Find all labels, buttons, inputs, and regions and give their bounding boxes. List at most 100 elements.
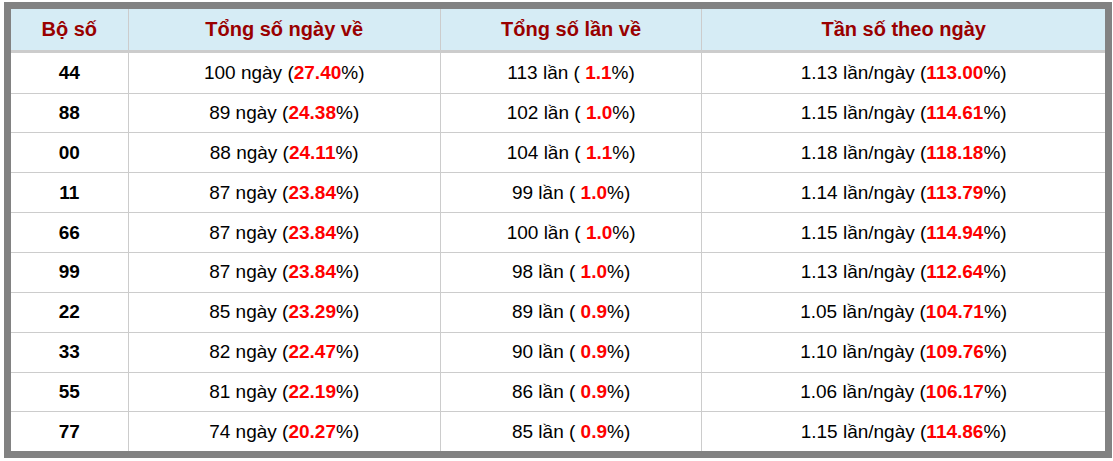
times-text: 86 lần ( bbox=[512, 381, 581, 402]
pair-cell: 11 bbox=[11, 173, 128, 213]
freq-text: 1.15 lần/ngày ( bbox=[801, 222, 927, 243]
freq-cell: 1.13 lần/ngày (112.64%) bbox=[702, 253, 1105, 293]
days-text: 82 ngày ( bbox=[209, 341, 288, 362]
days-cell: 87 ngày (23.84%) bbox=[128, 213, 440, 253]
times-cell: 102 lần ( 1.0%) bbox=[440, 93, 701, 133]
freq-text: 1.10 lần/ngày ( bbox=[800, 341, 926, 362]
freq-percent: 109.76 bbox=[926, 341, 984, 362]
times-cell: 113 lần ( 1.1%) bbox=[440, 52, 701, 94]
pair-value: 99 bbox=[59, 261, 80, 282]
pair-cell: 00 bbox=[11, 133, 128, 173]
freq-close: %) bbox=[983, 222, 1006, 243]
times-percent: 0.9 bbox=[581, 301, 607, 322]
freq-percent: 113.00 bbox=[926, 62, 983, 83]
days-percent: 22.19 bbox=[288, 381, 336, 402]
times-text: 89 lần ( bbox=[512, 301, 581, 322]
times-percent: 1.0 bbox=[581, 261, 607, 282]
days-cell: 87 ngày (23.84%) bbox=[128, 253, 440, 293]
times-percent: 0.9 bbox=[581, 421, 607, 442]
pair-value: 88 bbox=[59, 102, 80, 123]
freq-close: %) bbox=[983, 182, 1006, 203]
column-header-days: Tổng số ngày về bbox=[128, 9, 440, 52]
freq-cell: 1.15 lần/ngày (114.94%) bbox=[702, 213, 1105, 253]
days-text: 88 ngày ( bbox=[210, 142, 289, 163]
table-row: 33 82 ngày (22.47%) 90 lần ( 0.9%) 1.10 … bbox=[11, 332, 1105, 372]
times-close: %) bbox=[607, 381, 630, 402]
table-row: 55 81 ngày (22.19%) 86 lần ( 0.9%) 1.06 … bbox=[11, 372, 1105, 412]
times-cell: 89 lần ( 0.9%) bbox=[440, 292, 701, 332]
times-percent: 1.0 bbox=[581, 182, 607, 203]
times-cell: 85 lần ( 0.9%) bbox=[440, 412, 701, 451]
days-percent: 23.84 bbox=[288, 222, 336, 243]
days-close: %) bbox=[336, 182, 359, 203]
freq-close: %) bbox=[984, 381, 1007, 402]
freq-percent: 113.79 bbox=[926, 182, 983, 203]
pair-cell: 22 bbox=[11, 292, 128, 332]
pair-cell: 66 bbox=[11, 213, 128, 253]
days-cell: 89 ngày (24.38%) bbox=[128, 93, 440, 133]
pair-cell: 77 bbox=[11, 412, 128, 451]
pair-value: 22 bbox=[59, 301, 80, 322]
freq-cell: 1.18 lần/ngày (118.18%) bbox=[702, 133, 1105, 173]
days-text: 87 ngày ( bbox=[209, 182, 288, 203]
days-cell: 87 ngày (23.84%) bbox=[128, 173, 440, 213]
freq-text: 1.18 lần/ngày ( bbox=[801, 142, 927, 163]
days-close: %) bbox=[336, 102, 359, 123]
times-text: 98 lần ( bbox=[512, 261, 581, 282]
freq-close: %) bbox=[984, 341, 1007, 362]
times-close: %) bbox=[612, 62, 635, 83]
table-header: Bộ số Tổng số ngày về Tổng số lần về Tần… bbox=[11, 9, 1105, 52]
times-text: 85 lần ( bbox=[512, 421, 581, 442]
days-close: %) bbox=[336, 421, 359, 442]
days-cell: 81 ngày (22.19%) bbox=[128, 372, 440, 412]
pair-cell: 55 bbox=[11, 372, 128, 412]
table-row: 22 85 ngày (23.29%) 89 lần ( 0.9%) 1.05 … bbox=[11, 292, 1105, 332]
freq-cell: 1.13 lần/ngày (113.00%) bbox=[702, 52, 1105, 94]
pair-cell: 88 bbox=[11, 93, 128, 133]
days-percent: 23.84 bbox=[288, 261, 336, 282]
times-text: 102 lần ( bbox=[507, 102, 586, 123]
days-percent: 20.27 bbox=[288, 421, 336, 442]
times-text: 100 lần ( bbox=[507, 222, 586, 243]
days-text: 87 ngày ( bbox=[209, 261, 288, 282]
freq-percent: 114.61 bbox=[926, 102, 983, 123]
days-close: %) bbox=[336, 301, 359, 322]
days-cell: 74 ngày (20.27%) bbox=[128, 412, 440, 451]
freq-text: 1.13 lần/ngày ( bbox=[801, 62, 927, 83]
days-cell: 88 ngày (24.11%) bbox=[128, 133, 440, 173]
days-percent: 22.47 bbox=[288, 341, 336, 362]
pair-cell: 99 bbox=[11, 253, 128, 293]
days-cell: 100 ngày (27.40%) bbox=[128, 52, 440, 94]
days-close: %) bbox=[336, 381, 359, 402]
times-text: 104 lần ( bbox=[507, 142, 586, 163]
days-percent: 23.29 bbox=[288, 301, 336, 322]
table-row: 99 87 ngày (23.84%) 98 lần ( 1.0%) 1.13 … bbox=[11, 253, 1105, 293]
stats-panel: Bộ số Tổng số ngày về Tổng số lần về Tần… bbox=[4, 2, 1112, 458]
freq-cell: 1.15 lần/ngày (114.86%) bbox=[702, 412, 1105, 451]
times-close: %) bbox=[607, 301, 630, 322]
freq-close: %) bbox=[984, 301, 1007, 322]
days-close: %) bbox=[336, 222, 359, 243]
pair-value: 44 bbox=[59, 62, 80, 83]
freq-text: 1.14 lần/ngày ( bbox=[801, 182, 927, 203]
times-text: 90 lần ( bbox=[512, 341, 581, 362]
days-text: 87 ngày ( bbox=[209, 222, 288, 243]
days-percent: 24.38 bbox=[288, 102, 336, 123]
times-cell: 98 lần ( 1.0%) bbox=[440, 253, 701, 293]
times-cell: 99 lần ( 1.0%) bbox=[440, 173, 701, 213]
freq-percent: 118.18 bbox=[926, 142, 983, 163]
loto-pair-stats-table: Bộ số Tổng số ngày về Tổng số lần về Tần… bbox=[11, 9, 1105, 451]
pair-value: 55 bbox=[59, 381, 80, 402]
table-row: 66 87 ngày (23.84%) 100 lần ( 1.0%) 1.15… bbox=[11, 213, 1105, 253]
freq-cell: 1.05 lần/ngày (104.71%) bbox=[702, 292, 1105, 332]
column-header-freq: Tần số theo ngày bbox=[702, 9, 1105, 52]
times-close: %) bbox=[607, 261, 630, 282]
times-close: %) bbox=[612, 222, 635, 243]
freq-close: %) bbox=[983, 102, 1006, 123]
freq-close: %) bbox=[983, 62, 1006, 83]
times-percent: 1.0 bbox=[586, 102, 612, 123]
pair-value: 77 bbox=[59, 421, 80, 442]
times-percent: 1.0 bbox=[586, 222, 612, 243]
times-cell: 100 lần ( 1.0%) bbox=[440, 213, 701, 253]
days-percent: 24.11 bbox=[289, 142, 336, 163]
